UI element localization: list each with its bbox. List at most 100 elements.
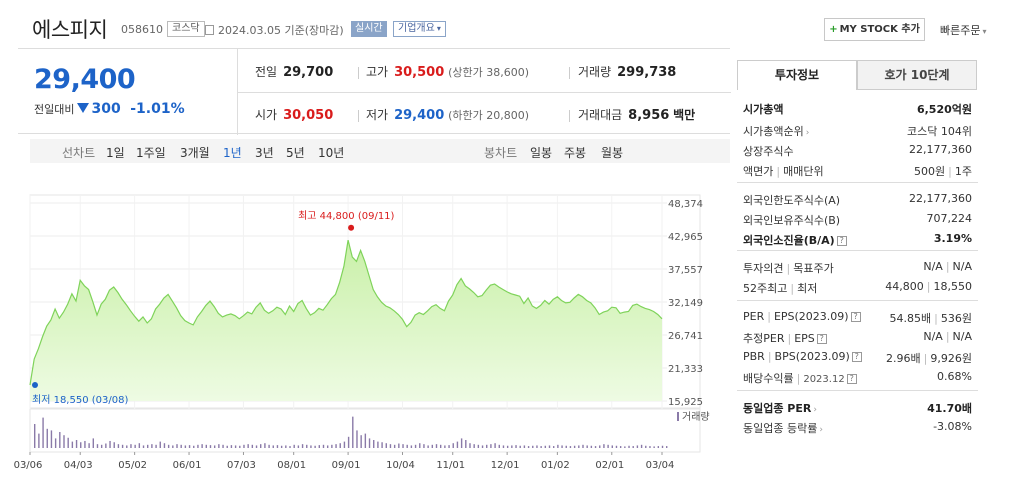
prev-close-value: 29,700 (283, 65, 334, 80)
eps-label: EPS(2023.09) (773, 310, 849, 323)
divider: | (790, 282, 795, 295)
chevron-right-icon: › (805, 128, 810, 138)
per-label: PER | EPS(2023.09)? (743, 310, 861, 323)
change-percent: -1.01% (130, 101, 185, 117)
trade-amount: 거래대금 8,956 백만 (578, 106, 695, 123)
volume-bar (552, 446, 555, 448)
volume-bar (398, 443, 400, 448)
period-1w[interactable]: 1주일 (136, 146, 166, 160)
per-label-text: PER (743, 310, 765, 323)
volume-bar (272, 445, 274, 448)
help-icon[interactable]: ? (836, 236, 847, 246)
volume-bar (34, 424, 36, 448)
volume-bar (544, 445, 547, 448)
x-tick-label: 10/04 (386, 460, 415, 471)
high-marker (348, 224, 355, 231)
volume-bar (193, 445, 195, 448)
volume-bar (251, 444, 254, 448)
candle-daily[interactable]: 일봉 (530, 146, 553, 160)
industry-per-label[interactable]: 동일업종 PER › (743, 400, 817, 416)
quick-order-button[interactable]: 빠른주문 ▾ (940, 22, 987, 38)
volume-bar (75, 440, 78, 448)
opinion-label-text: 투자의견 (743, 262, 784, 275)
x-tick-label: 01/02 (541, 460, 570, 471)
period-5y[interactable]: 5년 (286, 146, 305, 160)
my-stock-add-button[interactable]: + MY STOCK 추가 (824, 18, 925, 41)
tab-hoga[interactable]: 호가 10단계 (857, 60, 977, 90)
volume-bar (222, 444, 224, 448)
market-cap-rank-label[interactable]: 시가총액순위 › (743, 123, 809, 139)
volume-bar (335, 444, 337, 448)
volume-bar (201, 444, 203, 448)
opinion-row: 투자의견 | 목표주가 N/A | N/A (737, 257, 978, 277)
volume-bar (594, 446, 597, 448)
foreign-hold-value: 707,224 (926, 212, 973, 225)
period-3m[interactable]: 3개월 (180, 146, 210, 160)
low-price: 저가 29,400 (하한가 20,800) (366, 106, 529, 123)
week52-row: 52주최고 | 최저 44,800 | 18,550 (737, 277, 978, 297)
volume-bar (624, 446, 626, 448)
period-3y[interactable]: 3년 (255, 146, 274, 160)
x-tick-label: 09/01 (332, 460, 361, 471)
volume-bar (657, 446, 660, 448)
divider (569, 67, 570, 79)
candle-weekly[interactable]: 주봉 (564, 146, 587, 160)
x-tick-label: 07/03 (227, 460, 256, 471)
volume-bar (180, 444, 182, 448)
par-value-label: 액면가 | 매매단위 (743, 163, 824, 179)
period-1y[interactable]: 1년 (223, 146, 242, 160)
volume-frame (29, 407, 701, 453)
valuation-section: PER | EPS(2023.09)? 54.85배 | 536원 추정PER | EPS?… (737, 301, 978, 391)
industry-change-label[interactable]: 동일업종 등락률 › (743, 420, 823, 436)
period-10y[interactable]: 10년 (318, 146, 345, 160)
opinion-section: 투자의견 | 목표주가 N/A | N/A 52주최고 | 최저 44,800 | 18,550 (737, 251, 978, 301)
realtime-badge[interactable]: 실시간 (351, 21, 387, 37)
help-icon[interactable]: ? (850, 312, 861, 322)
volume: 거래량 299,738 (578, 63, 676, 80)
volume-bar (536, 445, 538, 448)
volume-bar (247, 444, 249, 448)
prev-close: 전일 29,700 (255, 63, 333, 80)
x-tick-label: 12/01 (491, 460, 520, 471)
industry-section: 동일업종 PER › 41.70배 동일업종 등락률 › -3.08% (737, 391, 978, 437)
pbr-label-text: PBR (743, 350, 765, 363)
par-label: 액면가 (743, 165, 774, 178)
volume-bar (448, 445, 450, 448)
price-area (30, 240, 662, 401)
foreign-ratio-value: 3.19% (933, 232, 972, 245)
current-price: 29,400 (34, 64, 136, 95)
volume-bar (326, 445, 329, 448)
company-info-dropdown[interactable]: 기업개요 ▾ (393, 21, 446, 37)
volume-bar (289, 446, 291, 448)
volume-bar (301, 444, 304, 448)
chevron-down-icon: ▾ (982, 27, 987, 36)
help-icon[interactable]: ? (851, 352, 862, 362)
target-price-label: 목표주가 (793, 262, 834, 275)
y-tick-label: 37,557 (668, 265, 703, 276)
company-info-label: 기업개요 (398, 23, 435, 34)
volume-bar (280, 445, 283, 448)
volume-bar (230, 445, 233, 448)
divider: | (934, 312, 938, 325)
stock-header: 에스피지 058610 코스닥 2024.03.05 기준(장마감) 실시간 기… (0, 0, 1011, 48)
y-tick-label: 21,333 (668, 364, 703, 375)
volume-bar (84, 440, 86, 448)
volume-bar (385, 443, 387, 448)
volume-bar (285, 445, 287, 448)
lower-limit: (하한가 20,800) (448, 109, 530, 122)
help-icon[interactable]: ? (846, 374, 857, 384)
volume-bar (331, 444, 333, 448)
volume-bar (126, 445, 128, 448)
est-per-label: 추정PER | EPS? (743, 330, 827, 346)
candle-monthly[interactable]: 월봉 (601, 146, 624, 160)
period-1d[interactable]: 1일 (106, 146, 125, 160)
market-cap-value: 6,520억원 (916, 103, 972, 116)
volume-bar (297, 445, 300, 448)
help-icon[interactable]: ? (816, 334, 827, 344)
volume-bar (419, 443, 421, 448)
tab-invest-info[interactable]: 투자정보 (737, 60, 857, 90)
divider: | (767, 350, 772, 363)
volume-bar (176, 444, 178, 448)
volume-bar (209, 445, 212, 448)
divider: | (945, 330, 950, 343)
